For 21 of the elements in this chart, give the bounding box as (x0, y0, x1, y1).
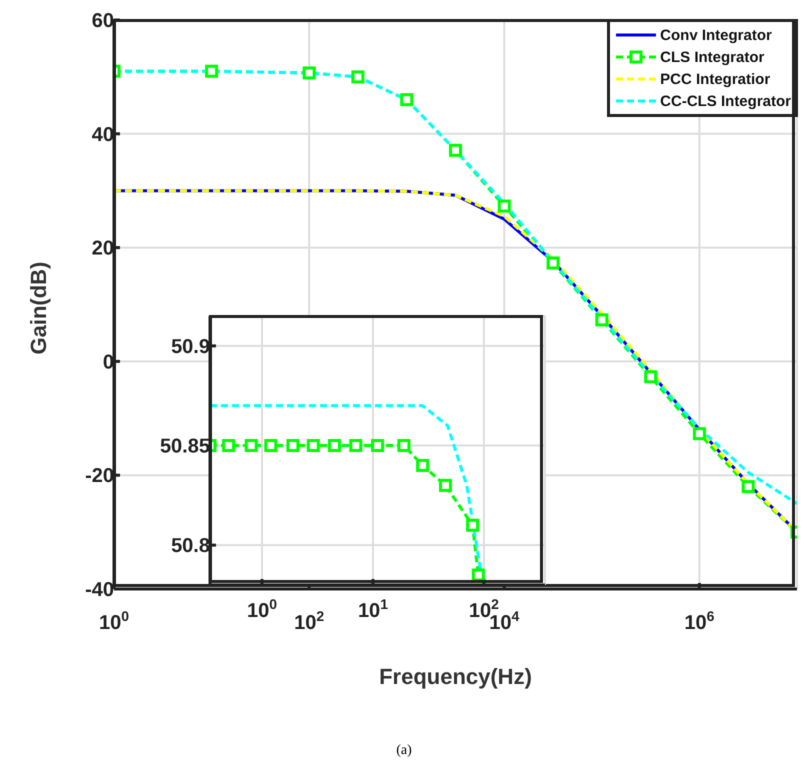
x-tick-label: 10$^{1}$ (358, 596, 388, 622)
legend-label: CLS Integrator (660, 48, 764, 66)
y-tick-label: -40 (85, 579, 114, 601)
x-tick-label: 10$^{0}$ (98, 608, 130, 634)
legend-label: PCC Integratior (660, 70, 770, 88)
legend-label: Conv Integrator (660, 26, 772, 44)
y-tick-label: 50.85 (160, 436, 210, 458)
y-tick-label: -20 (85, 465, 114, 488)
x-tick-label: 10$^{0}$ (246, 596, 278, 622)
legend-label: CC-CLS Integrator (660, 92, 791, 110)
y-tick-label: 50.8 (171, 535, 210, 558)
y-tick-label: 20 (92, 238, 114, 260)
x-tick-label: 10$^{6}$ (684, 608, 715, 634)
text: (a) (395, 743, 413, 759)
y-tick-label: 0 (102, 351, 114, 374)
y-tick-label: 60 (92, 10, 114, 32)
y-axis-title: Gain(dB) (26, 262, 51, 354)
y-tick-label: 40 (92, 124, 114, 146)
x-tick-label: 10$^{2}$ (294, 608, 324, 634)
y-tick-label: 50.9 (171, 336, 210, 358)
x-axis-title: Frequency(Hz) (379, 664, 532, 689)
